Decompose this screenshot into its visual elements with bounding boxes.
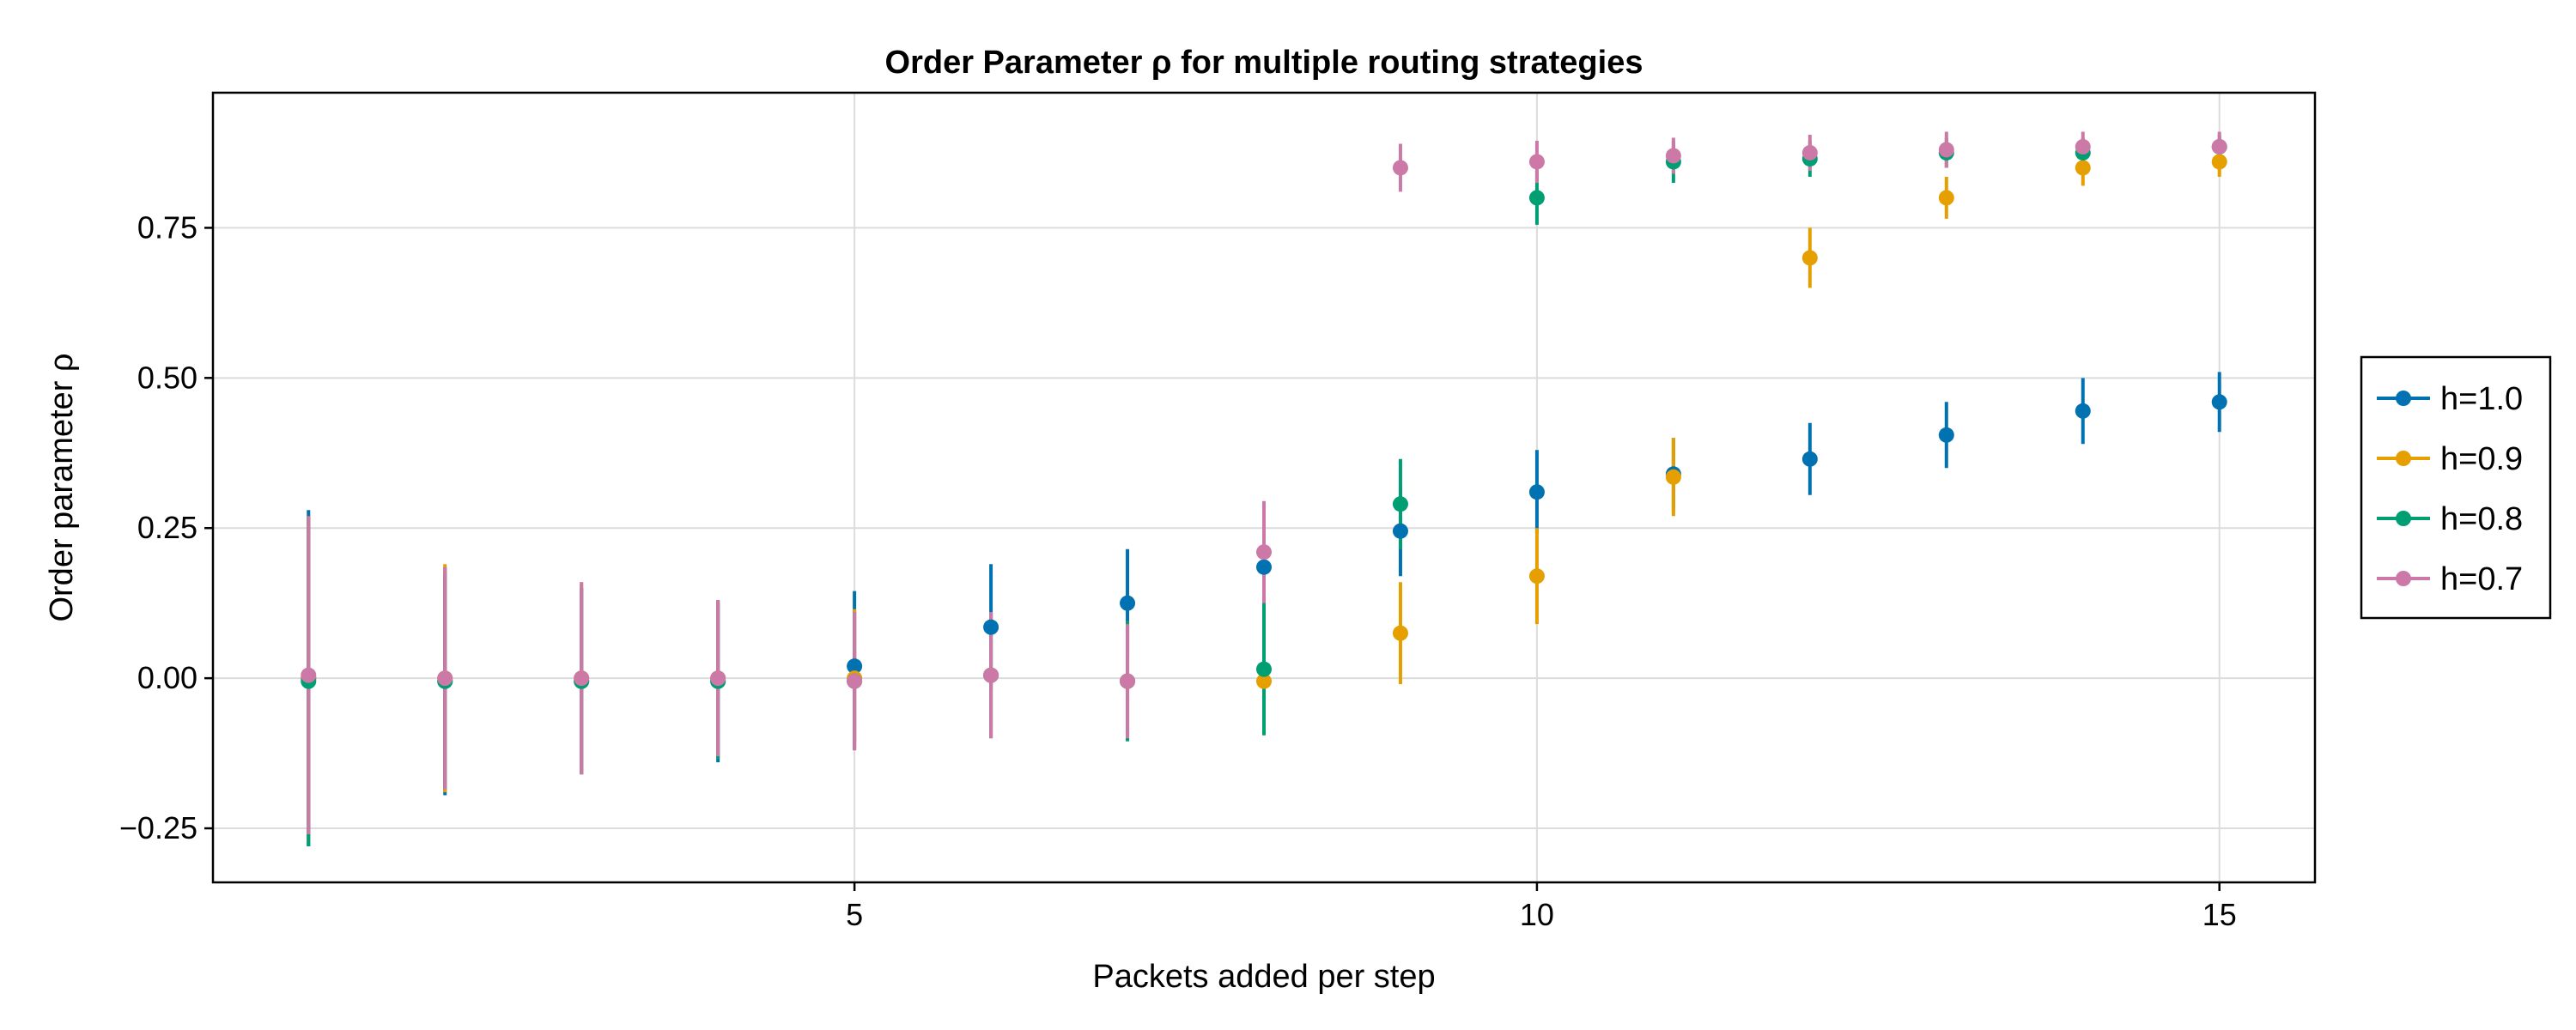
data-point-h-0-7	[2075, 138, 2091, 154]
plot-background	[213, 93, 2315, 882]
data-point-h-0-8	[1256, 661, 1272, 677]
y-tick-label: −0.25	[119, 810, 197, 845]
legend-item-h-0-7: h=0.7	[2377, 561, 2523, 597]
x-tick-label: 5	[846, 897, 863, 932]
legend-box	[2360, 355, 2552, 620]
data-point-h-0-9	[2211, 154, 2227, 170]
plot-frame	[211, 91, 2317, 884]
legend-marker-h-0-9	[2396, 451, 2411, 466]
data-point-h-1-0	[1392, 523, 1408, 539]
data-point-h-0-7	[1120, 673, 1136, 689]
data-point-h-0-9	[1528, 568, 1545, 585]
data-point-h-1-0	[1801, 451, 1818, 467]
data-point-h-0-9	[1392, 625, 1408, 641]
legend-item-h-0-8: h=0.8	[2377, 501, 2523, 537]
data-point-h-0-7	[1256, 544, 1272, 560]
plot-area	[211, 91, 2317, 884]
x-tick-label: 15	[2202, 897, 2237, 932]
legend-label-h-1-0: h=1.0	[2440, 381, 2523, 417]
data-point-h-1-0	[1120, 595, 1136, 611]
legend-item-h-0-9: h=0.9	[2377, 441, 2523, 477]
data-point-h-0-7	[1665, 148, 1681, 164]
data-point-h-1-0	[1256, 559, 1272, 575]
data-point-h-1-0	[1528, 484, 1545, 500]
data-point-h-1-0	[847, 658, 863, 675]
data-point-h-0-7	[574, 670, 590, 687]
data-point-h-0-7	[301, 667, 317, 683]
data-point-h-0-9	[1256, 673, 1272, 689]
y-tick-label: 0.75	[137, 209, 197, 245]
data-point-h-0-7	[1392, 160, 1408, 176]
data-point-h-1-0	[2211, 394, 2227, 410]
data-point-h-0-7	[710, 670, 726, 687]
data-point-h-0-7	[983, 667, 999, 683]
x-axis-label: Packets added per step	[1092, 959, 1435, 995]
y-tick-label: 0.00	[137, 660, 197, 695]
legend-label-h-0-7: h=0.7	[2440, 561, 2523, 597]
x-tick-label: 10	[1520, 897, 1554, 932]
legend-items: h=1.0 h=0.9 h=0.8 h=0.7	[2377, 381, 2523, 597]
data-points	[301, 138, 2227, 689]
legend-marker-h-0-8	[2396, 511, 2411, 526]
y-axis-label: Order parameter ρ	[44, 353, 80, 621]
y-axis-ticks: −0.25 0.00 0.25 0.50 0.75	[119, 209, 213, 845]
data-point-h-1-0	[2075, 403, 2091, 419]
legend-marker-h-0-7	[2396, 571, 2411, 586]
data-point-h-0-8	[1528, 190, 1545, 206]
data-point-h-0-9	[2075, 160, 2091, 176]
y-tick-label: 0.50	[137, 360, 197, 395]
data-point-h-0-7	[437, 670, 453, 687]
chart-title: Order Parameter ρ for multiple routing s…	[885, 45, 1643, 81]
legend: h=1.0 h=0.9 h=0.8 h=0.7	[2360, 355, 2552, 620]
data-point-h-0-7	[1938, 142, 1954, 158]
x-axis-ticks: 5 10 15	[846, 882, 2237, 932]
data-point-h-0-7	[1801, 144, 1818, 161]
data-point-h-0-7	[2211, 138, 2227, 154]
data-point-h-0-9	[1801, 250, 1818, 266]
data-point-h-0-7	[1528, 154, 1545, 170]
data-point-h-1-0	[1938, 427, 1954, 443]
y-tick-label: 0.25	[137, 510, 197, 545]
data-point-h-0-9	[1938, 190, 1954, 206]
data-point-h-1-0	[983, 619, 999, 635]
legend-marker-h-1-0	[2396, 391, 2411, 406]
data-point-h-0-9	[1665, 469, 1681, 485]
data-point-h-0-7	[847, 673, 863, 689]
legend-label-h-0-9: h=0.9	[2440, 441, 2523, 477]
data-point-h-0-8	[1392, 496, 1408, 512]
legend-label-h-0-8: h=0.8	[2440, 501, 2523, 537]
legend-item-h-1-0: h=1.0	[2377, 381, 2523, 417]
